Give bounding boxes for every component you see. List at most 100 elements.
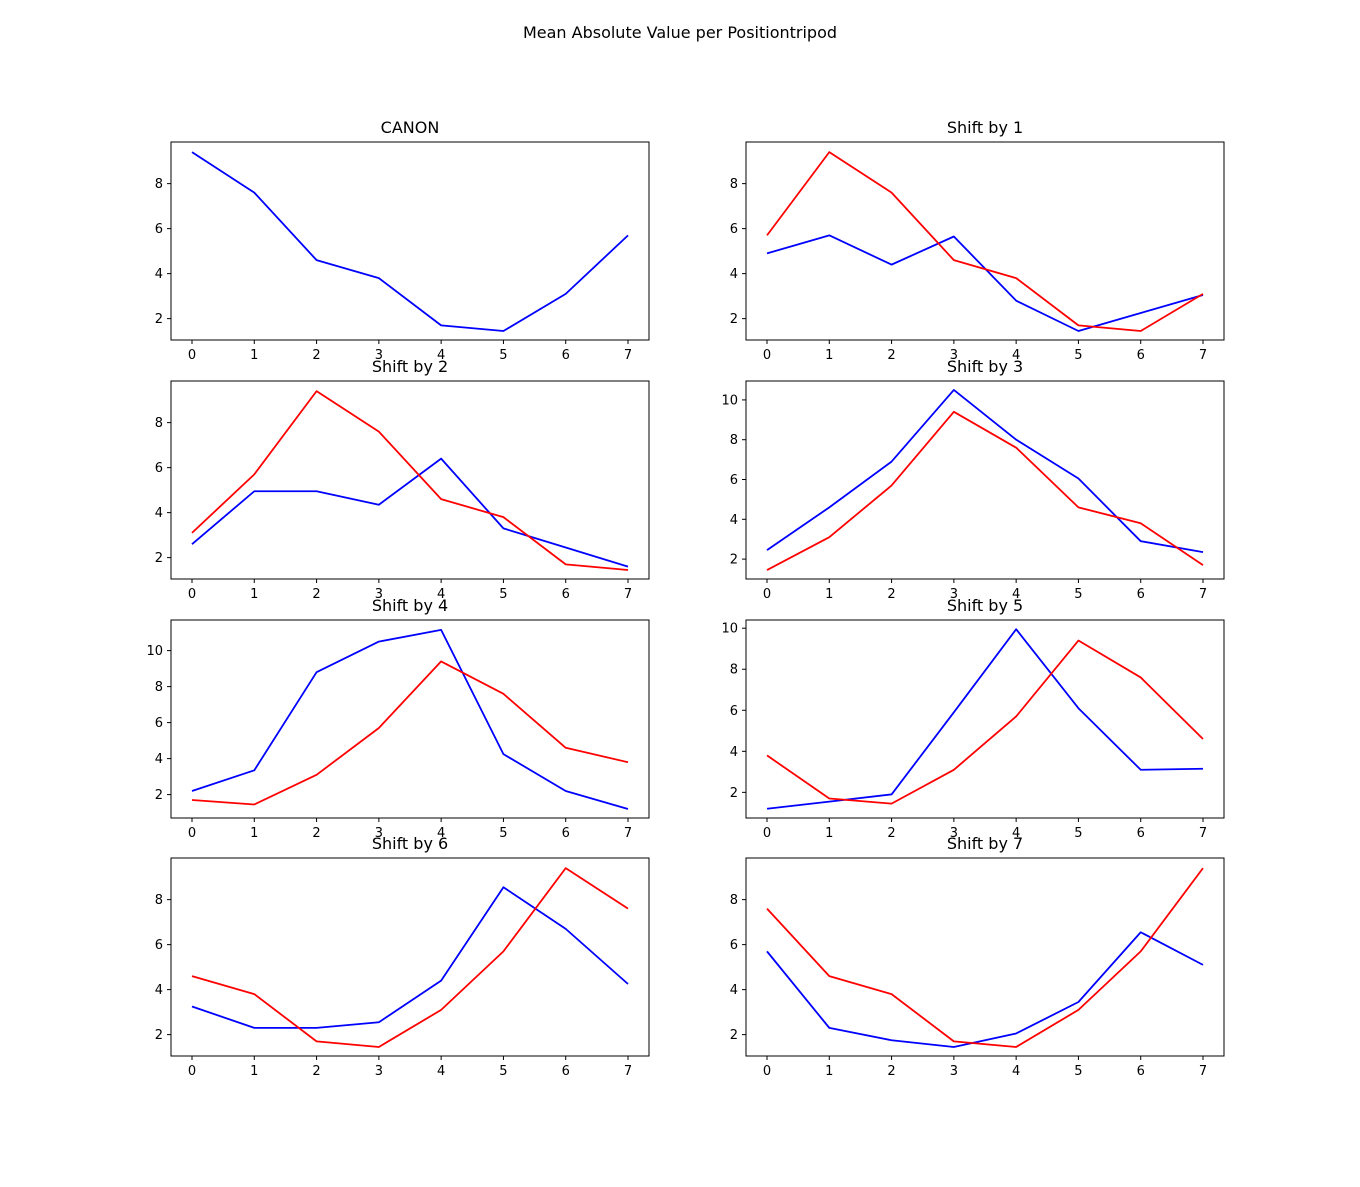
subplot-5: Shift by 5 0 1 2 3 4 5 6 7 2 4 6 8 10	[721, 596, 1225, 841]
subplot-title: Shift by 6	[372, 834, 448, 853]
x-tick-label: 3	[950, 587, 958, 602]
x-tick-label: 2	[887, 826, 895, 841]
figure-title: Mean Absolute Value per Positiontripod	[523, 23, 837, 42]
x-tick-label: 0	[188, 1064, 196, 1079]
axes-frame	[745, 619, 1225, 819]
x-tick-label: 4	[437, 348, 445, 363]
x-tick-label: 3	[950, 826, 958, 841]
x-tick-label: 6	[562, 587, 570, 602]
series-line-red	[766, 639, 1204, 805]
x-tick-label: 4	[437, 1064, 445, 1079]
y-tick-label: 8	[155, 177, 163, 192]
y-tick-label: 4	[155, 267, 163, 282]
subplot-2: Shift by 2 0 1 2 3 4 5 6 7 2 4 6 8	[155, 357, 650, 602]
y-tick-label: 2	[155, 312, 163, 327]
y-tick-label: 8	[730, 177, 738, 192]
y-tick-label: 2	[730, 786, 738, 801]
y-tick-label: 6	[155, 222, 163, 237]
x-tick-label: 3	[375, 348, 383, 363]
subplot-title: Shift by 4	[372, 596, 448, 615]
y-tick-label: 2	[730, 312, 738, 327]
x-tick-label: 0	[763, 826, 771, 841]
y-tick-label: 6	[730, 473, 738, 488]
x-tick-label: 0	[763, 587, 771, 602]
series-line-blue	[766, 628, 1204, 810]
x-tick-label: 4	[437, 826, 445, 841]
y-tick-label: 8	[155, 893, 163, 908]
y-tick-label: 2	[155, 1028, 163, 1043]
y-tick-label: 4	[730, 513, 738, 528]
y-tick-label: 6	[155, 461, 163, 476]
x-tick-label: 6	[562, 826, 570, 841]
axes-frame	[170, 141, 650, 341]
x-tick-label: 3	[375, 826, 383, 841]
subplot-4: Shift by 4 0 1 2 3 4 5 6 7 2 4 6 8 10	[146, 596, 650, 841]
x-tick-label: 0	[188, 348, 196, 363]
y-tick-label: 10	[146, 644, 163, 659]
x-tick-label: 5	[499, 348, 507, 363]
x-tick-label: 7	[1199, 587, 1207, 602]
x-tick-label: 6	[1137, 1064, 1145, 1079]
x-tick-label: 3	[950, 348, 958, 363]
x-tick-label: 3	[950, 1064, 958, 1079]
series-line-blue	[191, 886, 629, 1029]
x-tick-label: 6	[1137, 587, 1145, 602]
x-tick-label: 0	[763, 1064, 771, 1079]
axes-frame	[170, 857, 650, 1057]
series-line-blue	[766, 931, 1204, 1048]
y-tick-label: 4	[730, 745, 738, 760]
x-tick-label: 2	[312, 1064, 320, 1079]
y-tick-label: 8	[155, 416, 163, 431]
series-line-red	[766, 867, 1204, 1048]
series-line-blue	[766, 389, 1204, 554]
y-tick-label: 4	[155, 983, 163, 998]
x-tick-label: 7	[624, 587, 632, 602]
x-tick-label: 5	[499, 587, 507, 602]
axes-frame	[745, 141, 1225, 341]
x-tick-label: 2	[887, 587, 895, 602]
subplot-title: Shift by 1	[947, 118, 1023, 137]
subplot-6: Shift by 6 0 1 2 3 4 5 6 7 2 4 6 8	[155, 834, 650, 1079]
y-tick-label: 4	[155, 752, 163, 767]
y-tick-label: 10	[721, 393, 738, 408]
y-tick-label: 2	[155, 551, 163, 566]
subplot-title: Shift by 2	[372, 357, 448, 376]
subplot-title: Shift by 3	[947, 357, 1023, 376]
x-tick-label: 4	[437, 587, 445, 602]
x-tick-label: 6	[1137, 826, 1145, 841]
x-tick-label: 6	[562, 1064, 570, 1079]
x-tick-label: 5	[1074, 1064, 1082, 1079]
x-tick-label: 0	[188, 826, 196, 841]
y-tick-label: 4	[155, 506, 163, 521]
x-tick-label: 1	[250, 348, 258, 363]
x-tick-label: 1	[825, 1064, 833, 1079]
x-tick-label: 1	[825, 587, 833, 602]
x-tick-label: 5	[499, 826, 507, 841]
x-tick-label: 3	[375, 1064, 383, 1079]
x-tick-label: 5	[1074, 587, 1082, 602]
series-line-blue	[191, 151, 629, 332]
y-tick-label: 8	[730, 433, 738, 448]
x-tick-label: 0	[763, 348, 771, 363]
y-tick-label: 8	[730, 893, 738, 908]
x-tick-label: 7	[624, 1064, 632, 1079]
subplot-3: Shift by 3 0 1 2 3 4 5 6 7 2 4 6 8 10	[721, 357, 1225, 602]
x-tick-label: 7	[1199, 348, 1207, 363]
x-tick-label: 4	[1012, 348, 1020, 363]
x-tick-label: 7	[1199, 826, 1207, 841]
x-tick-label: 5	[1074, 826, 1082, 841]
x-tick-label: 4	[1012, 587, 1020, 602]
axes-frame	[745, 857, 1225, 1057]
x-tick-label: 2	[887, 1064, 895, 1079]
x-tick-label: 2	[312, 348, 320, 363]
axes-frame	[170, 380, 650, 580]
x-tick-label: 2	[312, 587, 320, 602]
axes-frame	[170, 619, 650, 819]
x-tick-label: 7	[1199, 1064, 1207, 1079]
x-tick-label: 6	[562, 348, 570, 363]
x-tick-label: 1	[250, 826, 258, 841]
subplot-title: CANON	[381, 118, 440, 137]
x-tick-label: 2	[312, 826, 320, 841]
